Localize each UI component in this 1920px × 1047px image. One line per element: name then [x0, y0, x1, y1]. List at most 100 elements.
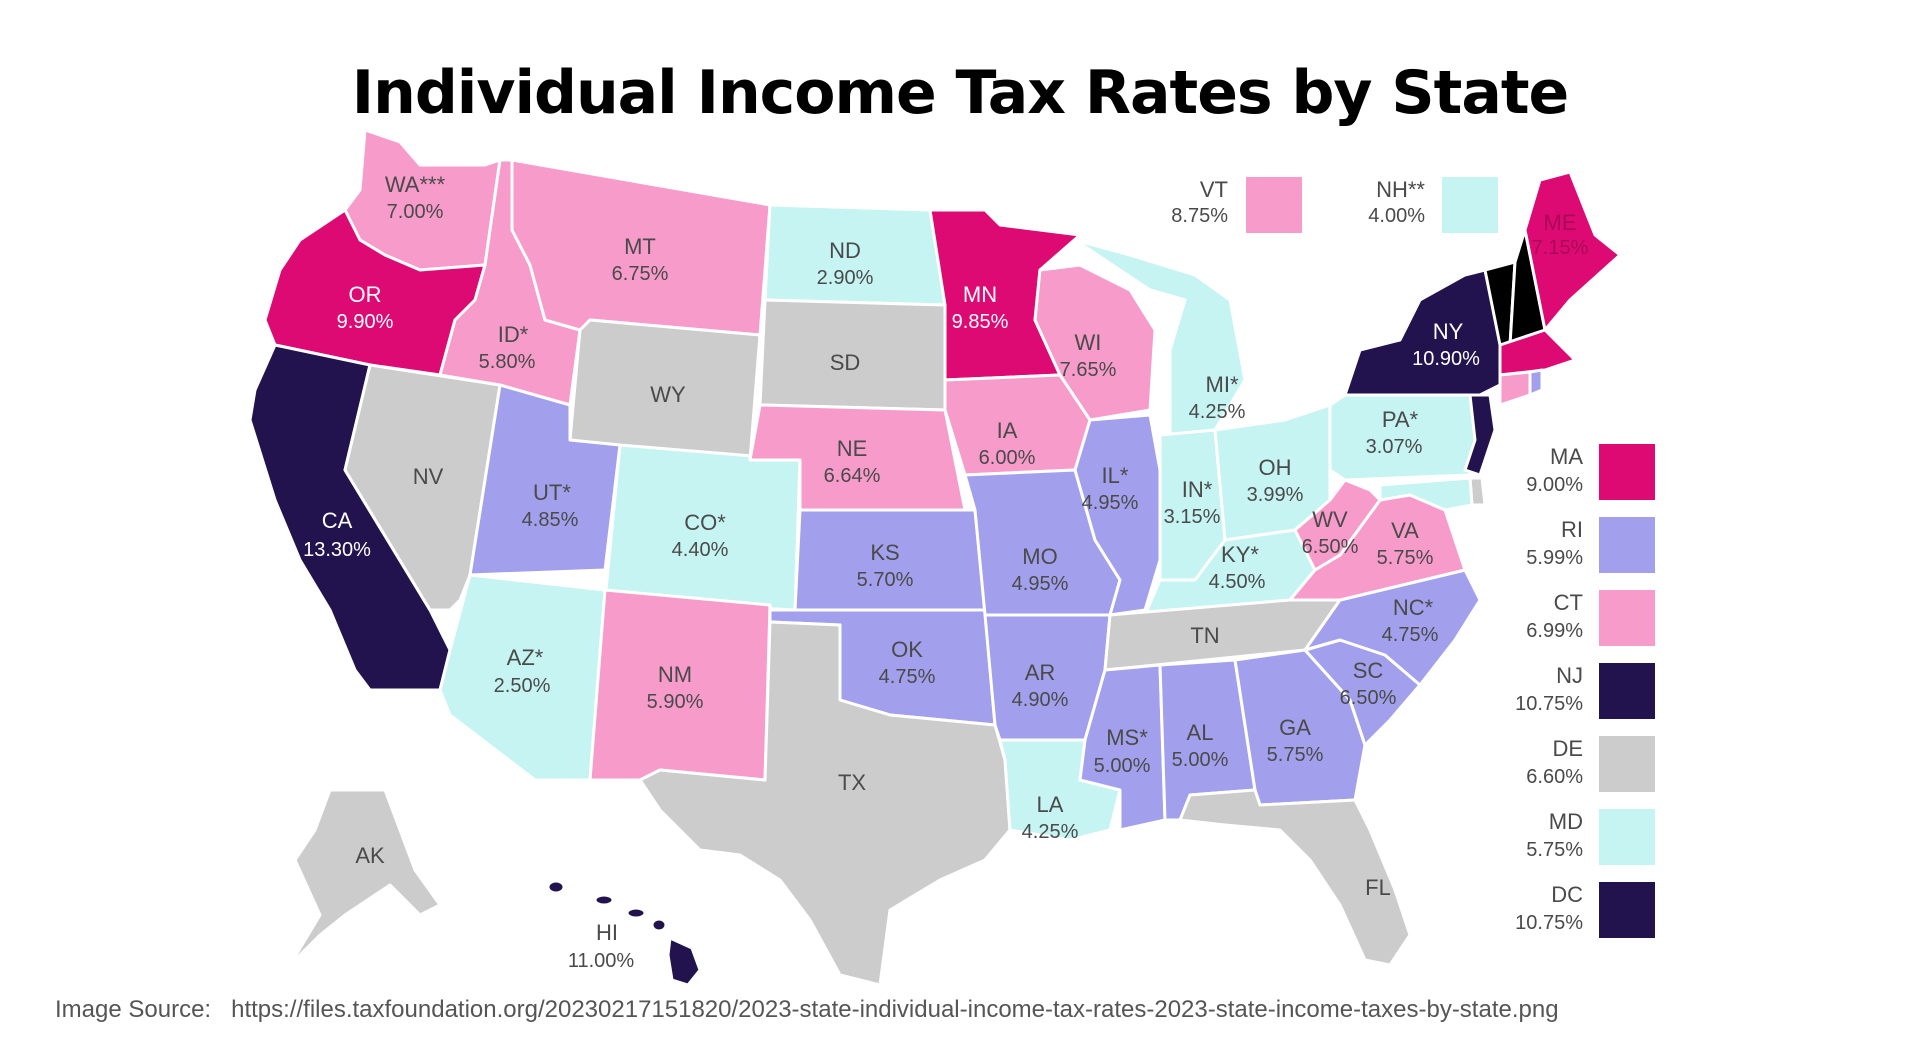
state-code-ca: CA [322, 508, 353, 533]
state-rate-hi: 11.00% [568, 950, 635, 972]
label-in: IN* 3.15% [1164, 477, 1221, 528]
label-co: CO* 4.40% [672, 510, 729, 561]
state-shape-ak[interactable] [288, 788, 442, 967]
legend-item-nj: NJ 10.75% [1515, 663, 1655, 719]
callout-rate-vt: 8.75% [1171, 205, 1228, 227]
state-rate-la: 4.25% [1022, 821, 1079, 843]
label-ms: MS* 5.00% [1094, 725, 1151, 777]
legend-item-ma: MA 9.00% [1526, 444, 1655, 500]
state-code-co: CO* [684, 510, 726, 535]
state-shape-md[interactable] [1378, 476, 1474, 512]
state-rate-mo: 4.95% [1012, 573, 1069, 595]
label-mt: MT 6.75% [612, 234, 669, 285]
state-rate-mi: 4.25% [1189, 401, 1246, 423]
legend-code-de: DE [1552, 736, 1583, 761]
callout-rate-nh: 4.00% [1368, 205, 1425, 227]
label-nc: NC* 4.75% [1382, 595, 1439, 646]
state-shape-wi[interactable] [1033, 263, 1157, 422]
legend-code-ri: RI [1561, 517, 1583, 542]
state-rate-ks: 5.70% [857, 569, 914, 591]
legend-item-md: MD 5.75% [1526, 809, 1655, 865]
state-rate-ms: 5.00% [1094, 755, 1151, 777]
legend-code-md: MD [1549, 809, 1583, 834]
label-ga: GA 5.75% [1267, 715, 1324, 766]
legend-code-dc: DC [1551, 882, 1583, 907]
legend-swatch-ct [1599, 590, 1655, 646]
legend-swatch-de [1599, 736, 1655, 792]
callout-code-vt: VT [1200, 177, 1228, 202]
label-wa: WA*** 7.00% [385, 172, 446, 223]
state-shape-tx[interactable] [638, 620, 1012, 987]
map-title: Individual Income Tax Rates by State [351, 58, 1569, 128]
state-code-mt: MT [624, 234, 656, 259]
state-rate-sc: 6.50% [1340, 687, 1397, 709]
state-rate-nd: 2.90% [817, 267, 874, 289]
state-shape-wv[interactable] [1293, 478, 1382, 572]
label-ca: CA 13.30% [303, 508, 371, 561]
legend-item-dc: DC 10.75% [1515, 882, 1655, 938]
state-code-in: IN* [1182, 477, 1213, 502]
state-code-la: LA [1037, 792, 1064, 817]
callout-code-nh: NH** [1376, 177, 1425, 202]
label-ar: AR 4.90% [1012, 660, 1069, 711]
state-shape-fl[interactable] [1178, 788, 1412, 967]
state-rate-ga: 5.75% [1267, 744, 1324, 766]
state-shape-ri[interactable] [1528, 368, 1544, 397]
label-hi: HI 11.00% [568, 920, 635, 972]
source-url: https://files.taxfoundation.org/20230217… [231, 996, 1559, 1023]
state-code-nm: NM [658, 662, 692, 687]
state-rate-id: 5.80% [479, 351, 536, 373]
legend-code-ct: CT [1554, 590, 1583, 615]
legend-rate-nj: 10.75% [1515, 693, 1583, 715]
label-tx: TX [838, 770, 866, 795]
state-shape-ny[interactable] [1343, 268, 1502, 397]
legend-swatch-ma [1599, 444, 1655, 500]
label-oh: OH 3.99% [1247, 455, 1304, 506]
state-code-pa: PA* [1382, 407, 1419, 432]
state-code-tn: TN [1190, 623, 1219, 648]
small-state-legend: MA 9.00% RI 5.99% CT 6.99% NJ 10.75% DE 6.60% MD 5.… [1515, 444, 1655, 938]
state-shape-nj[interactable] [1463, 393, 1497, 477]
image-source: Image Source: https://files.taxfoundatio… [55, 996, 1559, 1024]
state-rate-pa: 3.07% [1366, 436, 1423, 458]
state-rate-nc: 4.75% [1382, 624, 1439, 646]
label-wv: WV 6.50% [1302, 507, 1359, 558]
source-label: Image Source: [55, 996, 212, 1023]
label-ny: NY 10.90% [1412, 319, 1480, 370]
callout-vt: VT 8.75% [1171, 177, 1302, 233]
label-ky: KY* 4.50% [1209, 542, 1266, 593]
state-shape-ct[interactable] [1498, 370, 1532, 407]
state-shape-hi[interactable] [546, 879, 702, 987]
state-rate-az: 2.50% [494, 675, 551, 697]
label-va: VA 5.75% [1377, 518, 1434, 569]
state-rate-mt: 6.75% [612, 263, 669, 285]
state-shape-me[interactable] [1523, 170, 1622, 332]
label-az: AZ* 2.50% [494, 645, 551, 697]
state-shape-ma[interactable] [1498, 328, 1577, 377]
state-rate-nm: 5.90% [647, 691, 704, 713]
state-code-wa: WA*** [385, 172, 446, 197]
state-rate-ne: 6.64% [824, 465, 881, 487]
state-code-ut: UT* [533, 480, 571, 505]
state-rate-mn: 9.85% [952, 311, 1009, 333]
state-code-ga: GA [1279, 715, 1311, 740]
label-sc: SC 6.50% [1340, 658, 1397, 709]
state-code-ms: MS* [1106, 725, 1148, 750]
legend-swatch-nj [1599, 663, 1655, 719]
callout-nh: NH** 4.00% [1368, 177, 1498, 233]
state-code-fl: FL [1365, 875, 1391, 900]
label-ne: NE 6.64% [824, 436, 881, 487]
state-code-az: AZ* [507, 645, 544, 670]
state-code-va: VA [1391, 518, 1419, 543]
legend-rate-dc: 10.75% [1515, 912, 1583, 934]
label-wy: WY [650, 382, 686, 407]
legend-rate-md: 5.75% [1526, 839, 1583, 861]
legend-rate-ct: 6.99% [1526, 620, 1583, 642]
label-tn: TN [1190, 623, 1219, 648]
label-nd: ND 2.90% [817, 238, 874, 289]
legend-rate-de: 6.60% [1526, 766, 1583, 788]
state-code-mi: MI* [1206, 372, 1239, 397]
state-code-wi: WI [1075, 330, 1102, 355]
legend-rate-ma: 9.00% [1526, 474, 1583, 496]
